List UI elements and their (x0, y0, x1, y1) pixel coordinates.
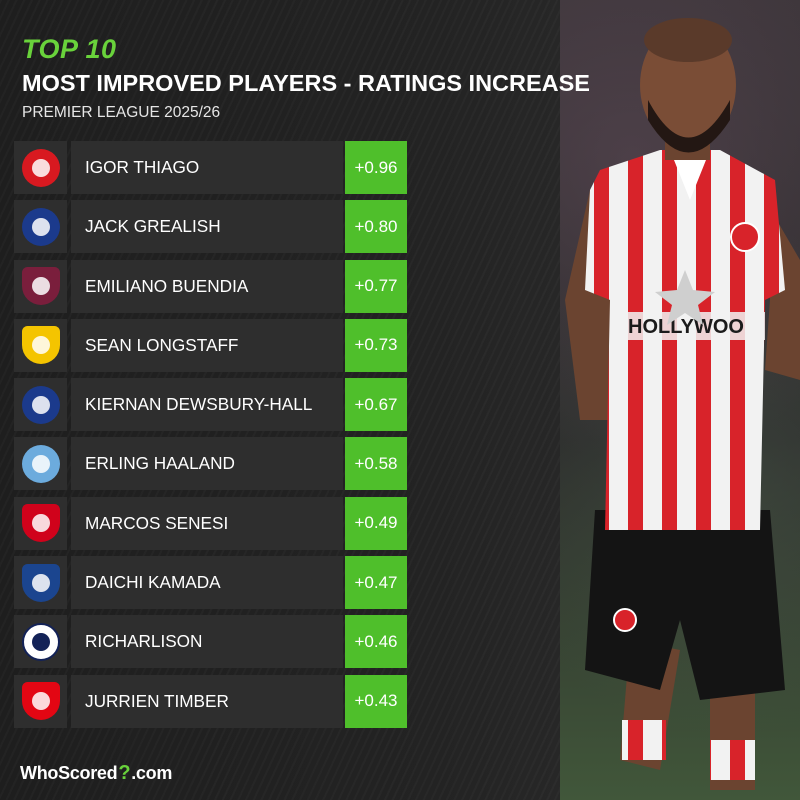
arsenal-crest-icon (21, 682, 60, 721)
list-item: EMILIANO BUENDIA +0.77 (14, 259, 409, 313)
page-subtitle: PREMIER LEAGUE 2025/26 (22, 104, 221, 121)
question-mark-icon: ? (118, 761, 131, 784)
list-item: ERLING HAALAND +0.58 (14, 437, 409, 491)
brentford-crest-icon (21, 148, 60, 187)
kicker-top10: TOP 10 (22, 34, 117, 64)
player-name-cell: IGOR THIAGO (71, 141, 343, 194)
player-name: ERLING HAALAND (85, 453, 235, 474)
club-badge (14, 141, 67, 194)
player-photo: HOLLYWOO (565, 18, 800, 790)
logo-domain: .com (131, 762, 173, 783)
rating-increase: +0.67 (345, 378, 407, 432)
rating-increase: +0.46 (345, 615, 407, 669)
club-badge (14, 437, 67, 491)
tottenham-crest-icon (21, 622, 60, 661)
bournemouth-crest-icon (21, 504, 60, 543)
player-name: JACK GREALISH (85, 216, 221, 237)
list-item: JURRIEN TIMBER +0.43 (14, 674, 409, 728)
everton-crest-icon (21, 385, 60, 424)
headline: TOP 10 MOST IMPROVED PLAYERS - RATINGS I… (22, 34, 590, 124)
player-name-cell: JACK GREALISH (71, 200, 343, 254)
player-name-cell: MARCOS SENESI (71, 496, 343, 550)
list-item: MARCOS SENESI +0.49 (14, 496, 409, 550)
everton-crest-icon (21, 207, 60, 246)
list-item: KIERNAN DEWSBURY-HALL +0.67 (14, 378, 409, 432)
club-badge (14, 674, 67, 728)
player-name: MARCOS SENESI (85, 512, 229, 533)
leeds-crest-icon (21, 326, 60, 365)
player-name-cell: RICHARLISON (71, 615, 343, 669)
rating-increase: +0.47 (345, 556, 407, 610)
rating-increase: +0.77 (345, 259, 407, 313)
whoscored-logo: WhoScored? .com (20, 760, 172, 786)
list-item: RICHARLISON +0.46 (14, 615, 409, 669)
player-name: KIERNAN DEWSBURY-HALL (85, 394, 313, 415)
list-item: DAICHI KAMADA +0.47 (14, 556, 409, 610)
players-list: IGOR THIAGO +0.96 JACK GREALISH +0.80 EMILIA… (14, 141, 409, 734)
svg-text:HOLLYWOO: HOLLYWOO (628, 316, 744, 338)
rating-increase: +0.43 (345, 674, 407, 728)
list-item: JACK GREALISH +0.80 (14, 200, 409, 254)
club-badge (14, 200, 67, 254)
list-item: SEAN LONGSTAFF +0.73 (14, 318, 409, 372)
club-badge (14, 556, 67, 610)
rating-increase: +0.73 (345, 318, 407, 372)
rating-increase: +0.49 (345, 496, 407, 550)
club-badge (14, 378, 67, 432)
logo-text: WhoScored (20, 762, 118, 783)
player-name: EMILIANO BUENDIA (85, 275, 249, 296)
club-badge (14, 318, 67, 372)
player-name: JURRIEN TIMBER (85, 690, 229, 711)
rating-increase: +0.58 (345, 437, 407, 491)
player-name: IGOR THIAGO (85, 157, 200, 177)
player-name-cell: KIERNAN DEWSBURY-HALL (71, 378, 343, 432)
player-name-cell: DAICHI KAMADA (71, 556, 343, 610)
list-item: IGOR THIAGO +0.96 (14, 141, 409, 194)
player-name-cell: SEAN LONGSTAFF (71, 318, 343, 372)
player-name: RICHARLISON (85, 631, 203, 652)
rating-increase: +0.80 (345, 200, 407, 254)
crystal-palace-crest-icon (21, 563, 60, 602)
player-name: DAICHI KAMADA (85, 572, 221, 593)
club-badge (14, 615, 67, 669)
club-badge (14, 496, 67, 550)
aston-villa-crest-icon (21, 267, 60, 306)
player-name-cell: EMILIANO BUENDIA (71, 259, 343, 313)
rating-increase: +0.96 (345, 141, 407, 194)
club-badge (14, 259, 67, 313)
player-name-cell: ERLING HAALAND (71, 437, 343, 491)
player-name-cell: JURRIEN TIMBER (71, 674, 343, 728)
player-name: SEAN LONGSTAFF (85, 334, 239, 355)
page-title: MOST IMPROVED PLAYERS - RATINGS INCREASE (22, 70, 590, 96)
manchester-city-crest-icon (21, 444, 60, 483)
